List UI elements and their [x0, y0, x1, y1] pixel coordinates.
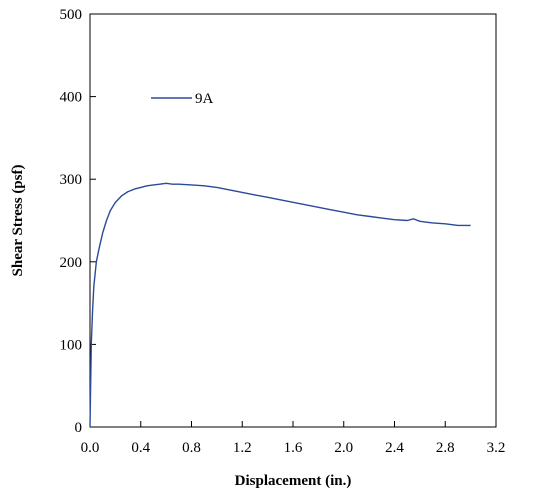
x-tick-label: 2.8 — [436, 440, 455, 456]
x-axis-ticks: 0.0 0.4 0.8 1.2 1.6 2.0 2.4 2.8 3.2 — [81, 421, 506, 456]
y-tick-label: 0 — [75, 420, 83, 436]
x-tick-label: 1.2 — [233, 440, 252, 456]
y-tick-label: 500 — [60, 7, 83, 23]
legend-label-9a: 9A — [195, 91, 214, 107]
x-tick-label: 3.2 — [487, 440, 506, 456]
x-axis-title: Displacement (in.) — [235, 473, 352, 489]
x-tick-label: 2.4 — [385, 440, 404, 456]
y-tick-label: 200 — [60, 255, 83, 271]
y-tick-label: 400 — [60, 90, 83, 106]
x-tick-label: 0.8 — [182, 440, 201, 456]
legend: 9A — [151, 91, 214, 107]
plot-frame-group — [89, 13, 497, 428]
y-tick-label: 100 — [60, 337, 83, 353]
y-axis-ticks: 0 100 200 300 400 500 — [60, 7, 96, 436]
x-tick-label: 1.6 — [284, 440, 303, 456]
series-line-9a — [89, 182, 471, 428]
x-tick-label: 0.4 — [131, 440, 150, 456]
y-tick-label: 300 — [60, 172, 83, 188]
plot-frame — [89, 13, 497, 428]
y-axis-title: Shear Stress (psf) — [10, 165, 26, 277]
series-group — [89, 182, 471, 428]
x-tick-label: 2.0 — [334, 440, 353, 456]
x-tick-label: 0.0 — [81, 440, 100, 456]
